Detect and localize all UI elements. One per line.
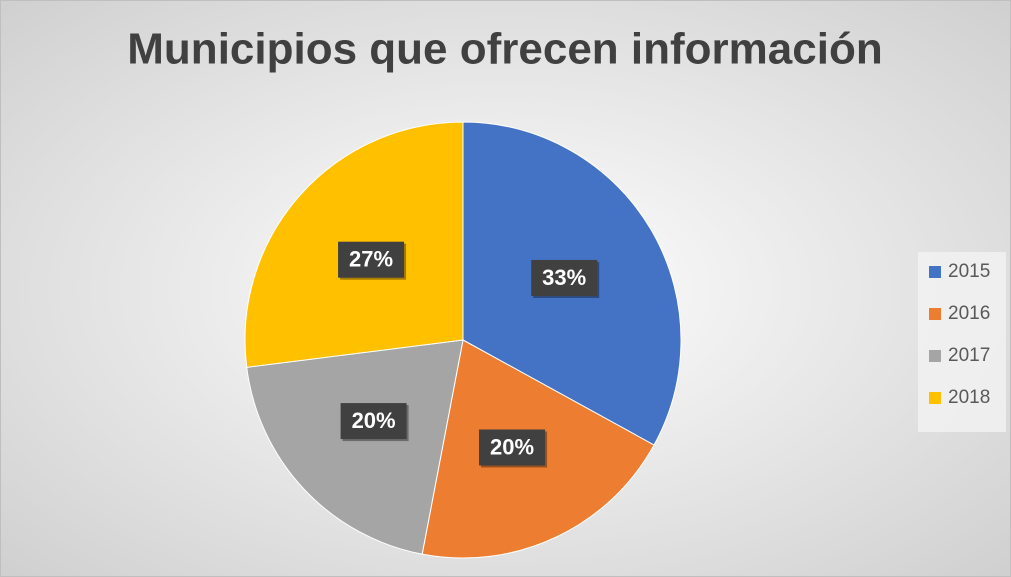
legend-swatch [929,392,941,404]
legend-swatch [929,308,941,320]
data-label: 20% [490,434,534,459]
legend-swatch [929,350,941,362]
data-label-box [479,429,546,466]
pie-slice [246,339,464,555]
chart-title: Municipios que ofrecen información [127,25,882,74]
data-label: 33% [542,265,586,290]
data-label-box [340,403,407,440]
data-label-box [338,241,405,278]
data-label: 27% [349,247,393,272]
legend-label: 2015 [948,261,990,282]
data-label-box [531,259,598,296]
legend-label: 2016 [948,303,990,324]
legend-label: 2018 [948,387,990,408]
legend-swatch [929,266,941,278]
legend-label: 2017 [948,345,990,366]
data-label: 20% [352,408,396,433]
